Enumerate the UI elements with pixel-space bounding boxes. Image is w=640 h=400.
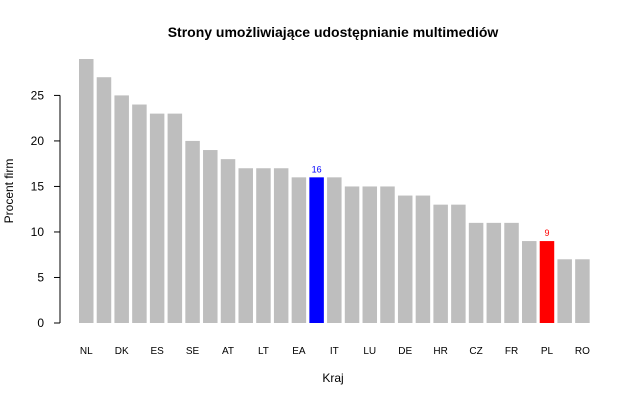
bar bbox=[238, 168, 253, 323]
x-tick-label: SE bbox=[186, 346, 200, 357]
x-tick-label: DE bbox=[398, 346, 412, 357]
bar bbox=[433, 204, 448, 323]
bar bbox=[522, 241, 537, 323]
x-tick-label: EA bbox=[292, 346, 306, 357]
bar bbox=[185, 140, 200, 323]
x-tick-label: FR bbox=[505, 346, 518, 357]
bars bbox=[79, 59, 590, 324]
y-axis-title: Procent firm bbox=[2, 159, 16, 224]
bar bbox=[309, 177, 324, 323]
bar bbox=[291, 177, 307, 323]
bar bbox=[132, 104, 147, 324]
bar bbox=[167, 113, 183, 324]
bar bbox=[149, 113, 165, 324]
bar bbox=[486, 222, 502, 323]
bar bbox=[397, 195, 413, 323]
bar-data-label: 9 bbox=[544, 228, 549, 238]
y-tick-label: 0 bbox=[37, 316, 44, 330]
bar bbox=[362, 186, 378, 323]
chart-title: Strony umożliwiające udostępnianie multi… bbox=[168, 24, 499, 40]
y-tick-label: 5 bbox=[37, 270, 44, 284]
x-tick-label: RO bbox=[575, 346, 590, 357]
data-labels: 16 9 bbox=[312, 164, 550, 238]
bar bbox=[575, 259, 590, 323]
bar bbox=[504, 222, 519, 323]
x-axis-labels: NL DK ES SE AT LT EA IT LU DE HR CZ FR PL RO bbox=[80, 346, 590, 357]
bar bbox=[539, 241, 555, 323]
x-axis-title: Kraj bbox=[322, 371, 343, 385]
bar bbox=[220, 159, 236, 323]
x-tick-label: HR bbox=[433, 346, 447, 357]
bar-data-label: 16 bbox=[312, 164, 322, 174]
x-tick-label: CZ bbox=[469, 346, 482, 357]
bar bbox=[79, 59, 94, 323]
x-tick-label: LT bbox=[258, 346, 269, 357]
x-tick-label: DK bbox=[115, 346, 129, 357]
y-tick-label: 10 bbox=[31, 225, 45, 239]
bar bbox=[114, 95, 129, 323]
x-tick-label: PL bbox=[541, 346, 554, 357]
bar bbox=[415, 195, 431, 323]
y-tick-label: 15 bbox=[31, 179, 45, 193]
x-tick-label: IT bbox=[330, 346, 339, 357]
bar bbox=[256, 168, 271, 323]
x-tick-label: LU bbox=[363, 346, 376, 357]
bar bbox=[557, 259, 572, 323]
x-tick-label: AT bbox=[222, 346, 234, 357]
y-tick-label: 20 bbox=[31, 134, 45, 148]
bar bbox=[96, 77, 112, 324]
bar bbox=[451, 204, 466, 323]
bar bbox=[273, 168, 289, 323]
x-tick-label: ES bbox=[150, 346, 164, 357]
y-tick-label: 25 bbox=[31, 88, 45, 102]
bar bbox=[380, 186, 395, 323]
bar bbox=[468, 222, 484, 323]
bar bbox=[344, 186, 360, 323]
bar bbox=[203, 150, 218, 323]
y-axis: 0 5 10 15 20 25 bbox=[31, 88, 61, 330]
x-tick-label: NL bbox=[80, 346, 93, 357]
bar bbox=[327, 177, 342, 323]
